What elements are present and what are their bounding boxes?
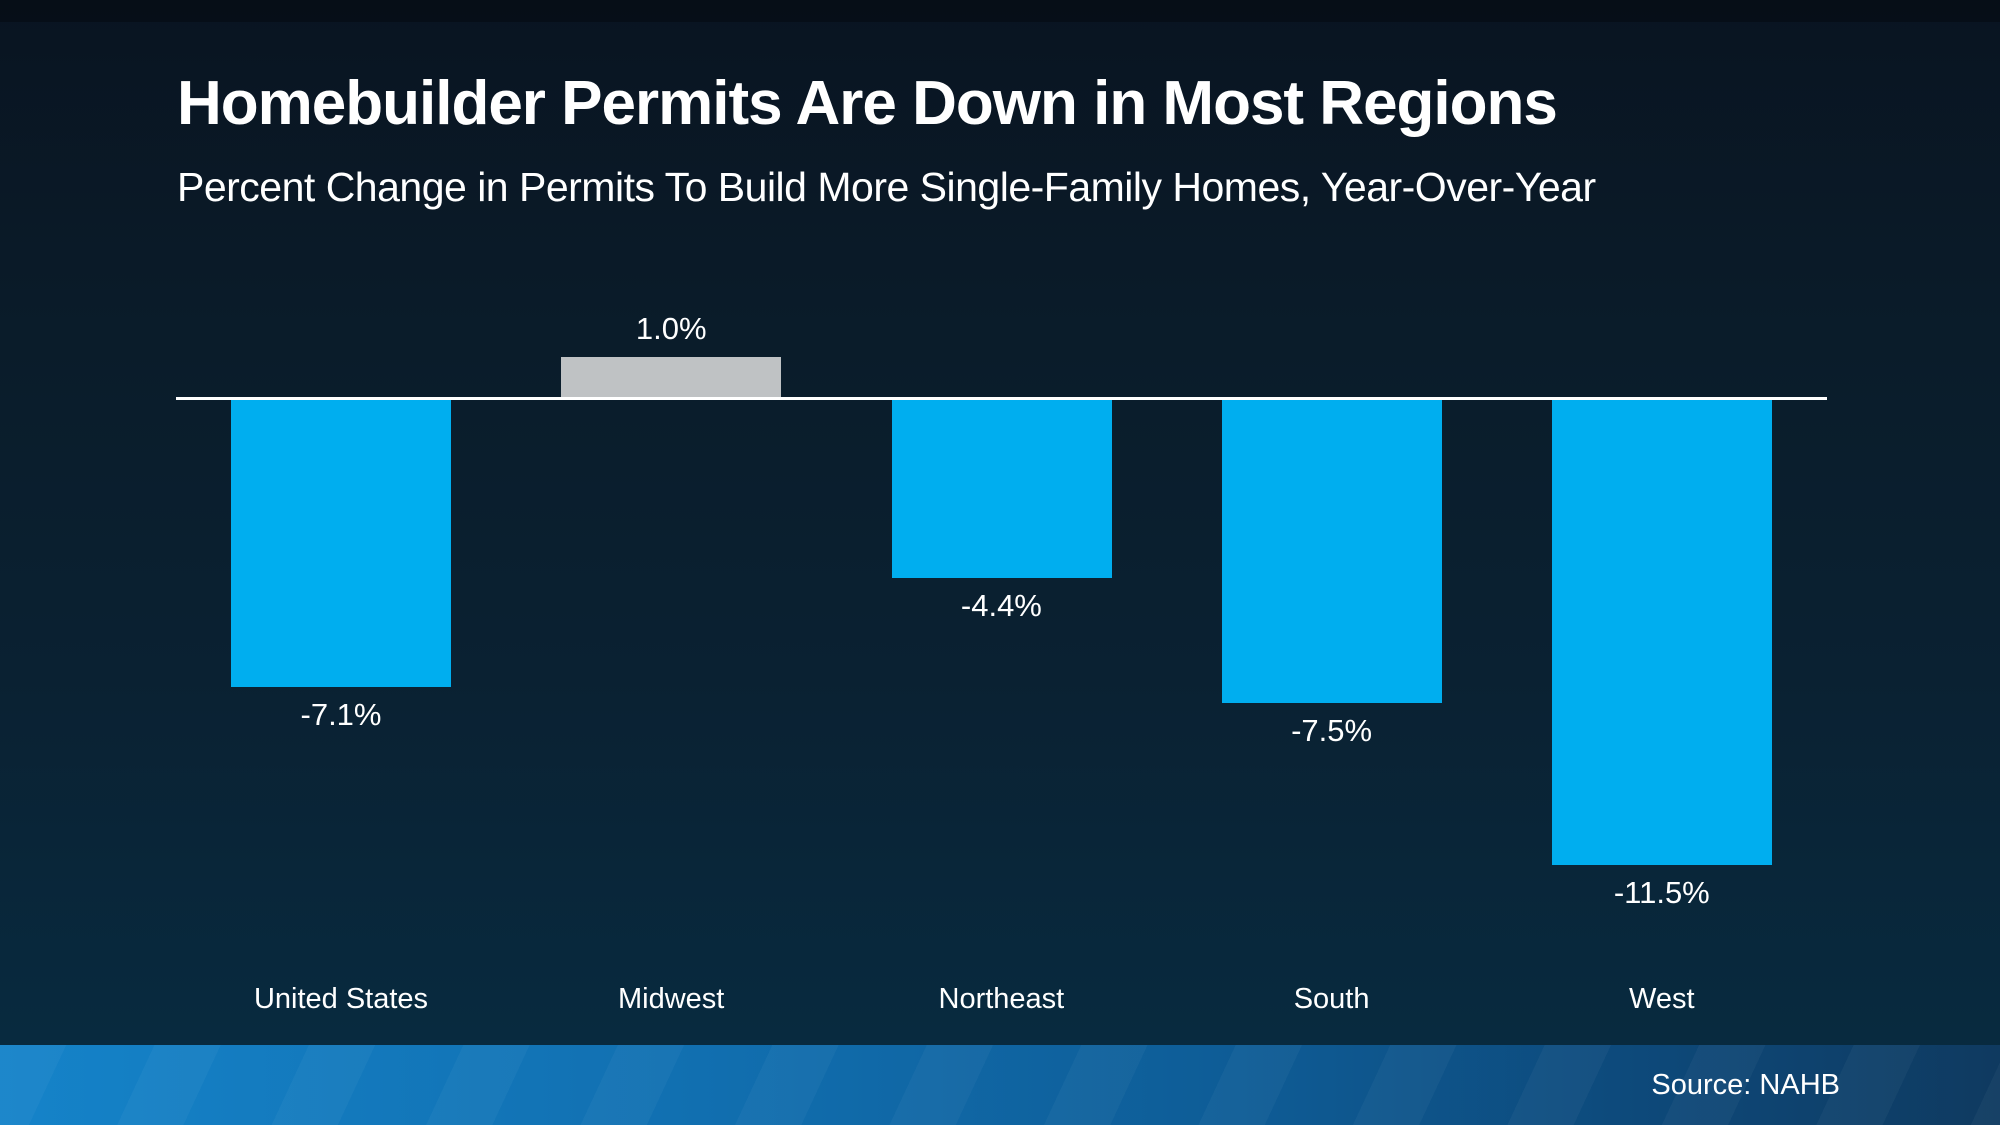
bar-midwest bbox=[561, 357, 782, 397]
value-label-west: -11.5% bbox=[1613, 875, 1710, 910]
category-label-south: South bbox=[1293, 983, 1370, 1015]
chart-subtitle: Percent Change in Permits To Build More … bbox=[177, 164, 1596, 210]
footer-bar bbox=[0, 1045, 2000, 1125]
source-attribution: Source: NAHB bbox=[1651, 1069, 1840, 1101]
category-label-united-states: United States bbox=[253, 983, 429, 1015]
bar-united-states bbox=[231, 400, 452, 687]
bar-west bbox=[1551, 400, 1772, 865]
category-label-west: West bbox=[1629, 983, 1695, 1015]
value-label-south: -7.5% bbox=[1291, 713, 1373, 748]
chart-title: Homebuilder Permits Are Down in Most Reg… bbox=[177, 69, 1558, 138]
category-label-midwest: Midwest bbox=[618, 983, 725, 1015]
zero-baseline bbox=[176, 397, 1827, 400]
bar-south bbox=[1221, 400, 1442, 703]
top-edge-strip bbox=[0, 0, 2000, 22]
value-label-united-states: -7.1% bbox=[300, 697, 382, 732]
value-label-northeast: -4.4% bbox=[960, 588, 1042, 623]
bar-northeast bbox=[891, 400, 1112, 578]
value-label-midwest: 1.0% bbox=[635, 311, 707, 346]
category-label-northeast: Northeast bbox=[938, 983, 1065, 1015]
chart-area: -7.1% United States 1.0% Midwest -4.4% Northe… bbox=[176, 0, 1827, 1030]
